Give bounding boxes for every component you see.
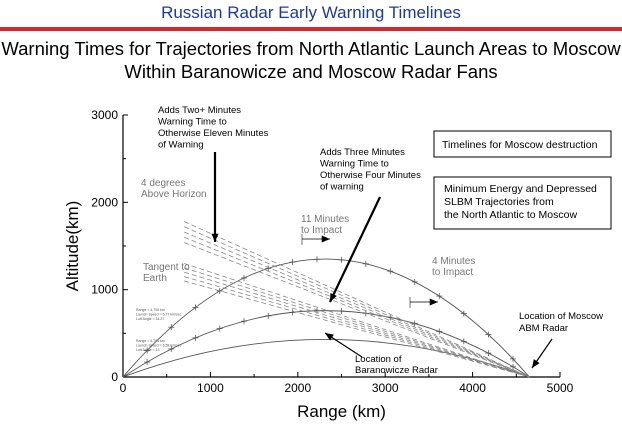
small-label-2-line-3: Loft Angle = 13	[136, 348, 160, 352]
note-four-min-line-2: to Impact	[432, 267, 473, 278]
radar-fan-line-2	[184, 226, 530, 378]
x-tick-label: 2000	[284, 381, 311, 395]
arrow-adds-two-head	[211, 233, 219, 242]
axes: 0 1000 2000 3000 4000 5000 0 1000 2000 3000 Range …	[63, 108, 574, 421]
note-adds-two-line-3: Otherwise Eleven Minutes	[158, 128, 269, 139]
note-tangent-line-1: Tangent to	[143, 262, 190, 273]
red-divider	[0, 27, 622, 31]
box-trajectories-text-line-2: SLBM Trajectories from	[444, 196, 554, 208]
radar-fan-line-7	[184, 267, 530, 378]
arrow-adds-three-shaft	[329, 196, 381, 303]
x-tick-label: 1000	[197, 381, 224, 395]
radar-fan-line-4	[184, 236, 530, 378]
x-tick-label: 3000	[372, 381, 399, 395]
trajectory-2	[122, 310, 530, 378]
x-tick-label: 4000	[459, 381, 486, 395]
note-moscow-radar-line-2: ABM Radar	[519, 323, 568, 334]
arrow-moscow-radar-head	[532, 359, 540, 368]
note-baran-radar-line-1: Location of	[355, 354, 402, 365]
small-label-2-line-1: Range = 4,700 km	[136, 339, 165, 343]
trajectory-1	[122, 258, 530, 378]
note-adds-two-line-4: of Warning	[158, 140, 204, 151]
y-tick-label: 1000	[91, 283, 118, 297]
note-four-degrees-line-2: Above Horizon	[141, 189, 207, 200]
note-four-degrees-line-1: 4 degrees	[141, 178, 185, 189]
note-moscow-radar-line-1: Location of Moscow	[519, 311, 603, 322]
note-adds-two-line-1: Adds Two+ Minutes	[158, 105, 241, 116]
note-adds-three-line-4: of warning	[320, 182, 364, 193]
x-tick-label: 5000	[547, 381, 574, 395]
y-tick-label: 0	[111, 370, 118, 384]
box-trajectories-text-line-1: Minimum Energy and Depressed	[444, 183, 597, 195]
header-title: Russian Radar Early Warning Timelines	[161, 3, 461, 22]
four-min-arrow-head	[429, 298, 438, 306]
arrow-adds-three-head	[330, 293, 337, 302]
small-label-1-line-3: Loft Angle = 34.27	[136, 317, 164, 321]
chart-title: Warning Times for Trajectories from Nort…	[1, 38, 621, 82]
note-four-min-line-1: 4 Minutes	[432, 256, 475, 267]
note-eleven-min-line-2: to Impact	[301, 225, 342, 236]
small-label-1-line-1: Range = 4,700 km	[136, 308, 165, 312]
x-tick-label: 0	[120, 381, 127, 395]
note-adds-three-line-2: Warning Time to	[320, 159, 389, 170]
box-trajectories	[433, 176, 612, 230]
arrow-baran-radar-head	[325, 333, 334, 341]
small-label-2-line-2: Launch Speed = 6.58 km/sec	[136, 344, 182, 348]
y-tick-label: 3000	[91, 108, 118, 122]
radar-fan-line-9	[184, 276, 530, 378]
note-tangent-line-2: Earth	[143, 273, 167, 284]
header: Russian Radar Early Warning Timelines	[0, 0, 622, 31]
eleven-min-arrow-head	[321, 235, 330, 243]
radar-fan-line-8	[184, 271, 530, 378]
radar-fan-line-10	[184, 280, 530, 378]
note-adds-three-line-1: Adds Three Minutes	[320, 147, 405, 158]
radar-fan-line-1	[184, 221, 530, 378]
radar-fan-line-5	[184, 242, 530, 378]
small-label-1-line-2: Launch Speed = 6.77 km/sec	[136, 313, 182, 317]
note-adds-three-line-3: Otherwise Four Minutes	[320, 170, 421, 181]
note-eleven-min-line-1: 11 Minutes	[301, 214, 349, 225]
y-tick-label: 2000	[91, 195, 118, 209]
chart-marks	[122, 221, 530, 378]
radar-fan-line-3	[184, 231, 530, 378]
y-axis-label: Altitude(km)	[63, 201, 82, 292]
note-adds-two-line-2: Warning Time to	[158, 117, 227, 128]
x-axis-label: Range (km)	[297, 402, 386, 421]
box-timelines	[433, 130, 612, 158]
note-baran-radar-line-2: Baranowicze Radar	[355, 365, 438, 376]
box-trajectories-text-line-3: the North Atlantic to Moscow	[444, 209, 577, 221]
box-timelines-text: Timelines for Moscow destruction	[442, 139, 598, 151]
radar-fan-line-6	[184, 263, 530, 378]
